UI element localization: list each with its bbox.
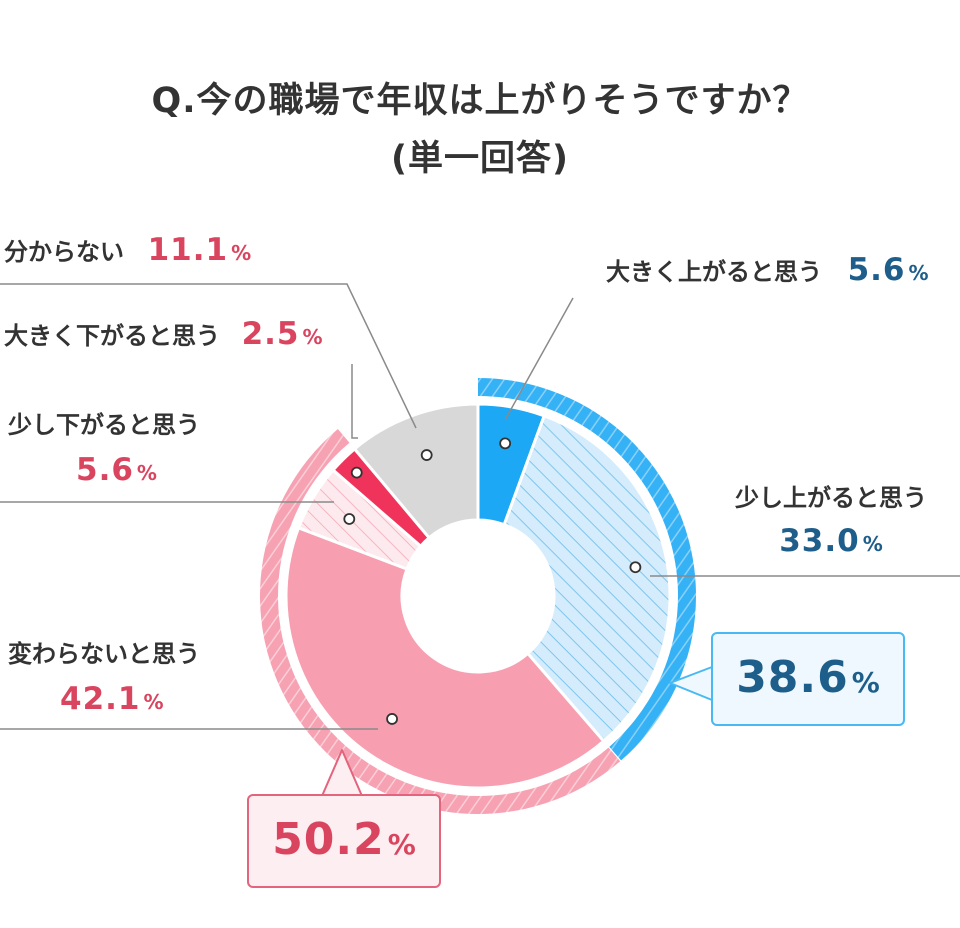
chart-title: Q.今の職場で年収は上がりそうですか？ xyxy=(151,81,809,121)
label-s4-unit: % xyxy=(302,325,323,349)
label-s4: 大きく下がると思う 2.5% xyxy=(4,316,323,352)
label-s2-unit: % xyxy=(143,690,164,714)
label-s1: 少し上がると思う 33.0% xyxy=(735,478,927,559)
up-total-callout: 38.6% xyxy=(711,632,905,726)
label-s0: 大きく上がると思う 5.6% xyxy=(606,252,929,288)
label-s4-name: 大きく下がると思う xyxy=(4,322,220,350)
down-total-value: 50.2 xyxy=(272,814,385,865)
anchor-dot-0 xyxy=(499,437,512,450)
outer-ring-down xyxy=(259,429,621,815)
label-s1-name: 少し上がると思う xyxy=(735,484,927,512)
slice-2 xyxy=(284,525,606,790)
up-total-unit: % xyxy=(851,666,880,699)
anchor-dot-2 xyxy=(386,713,398,725)
chart-subtitle: (単一回答) xyxy=(391,139,569,179)
down-total-callout: 50.2% xyxy=(247,794,441,888)
outer-ring-up xyxy=(478,378,696,761)
label-s2-name: 変わらないと思う xyxy=(8,640,200,668)
slice-1 xyxy=(502,413,672,744)
label-s3: 少し下がると思う 5.6% xyxy=(8,405,200,488)
leader-line-s4 xyxy=(351,364,358,439)
down-total-unit: % xyxy=(387,828,416,861)
label-s3-unit: % xyxy=(136,461,157,485)
label-s2: 変わらないと思う 42.1% xyxy=(8,634,200,717)
label-s0-name: 大きく上がると思う xyxy=(606,258,822,286)
label-s1-value: 33.0 xyxy=(779,523,860,559)
slice-5 xyxy=(352,402,480,540)
label-s0-value: 5.6 xyxy=(847,252,906,288)
anchor-dot-5 xyxy=(420,449,433,461)
label-s5-value: 11.1 xyxy=(147,232,229,268)
label-s0-unit: % xyxy=(908,261,929,285)
label-s1-unit: % xyxy=(862,532,883,556)
anchor-dot-4 xyxy=(350,466,363,479)
anchor-dot-1 xyxy=(629,561,642,574)
label-s3-name: 少し下がると思う xyxy=(8,411,200,439)
leader-line-s0 xyxy=(504,297,574,421)
leader-line-s5 xyxy=(0,283,417,429)
label-s5: 分からない 11.1% xyxy=(4,232,251,268)
label-s4-value: 2.5 xyxy=(241,316,300,352)
label-s5-unit: % xyxy=(231,241,252,265)
up-total-value: 38.6 xyxy=(736,652,849,703)
label-s5-name: 分からない xyxy=(4,238,124,266)
label-s3-value: 5.6 xyxy=(76,452,134,488)
anchor-dot-3 xyxy=(343,513,356,525)
label-s2-value: 42.1 xyxy=(60,681,141,717)
